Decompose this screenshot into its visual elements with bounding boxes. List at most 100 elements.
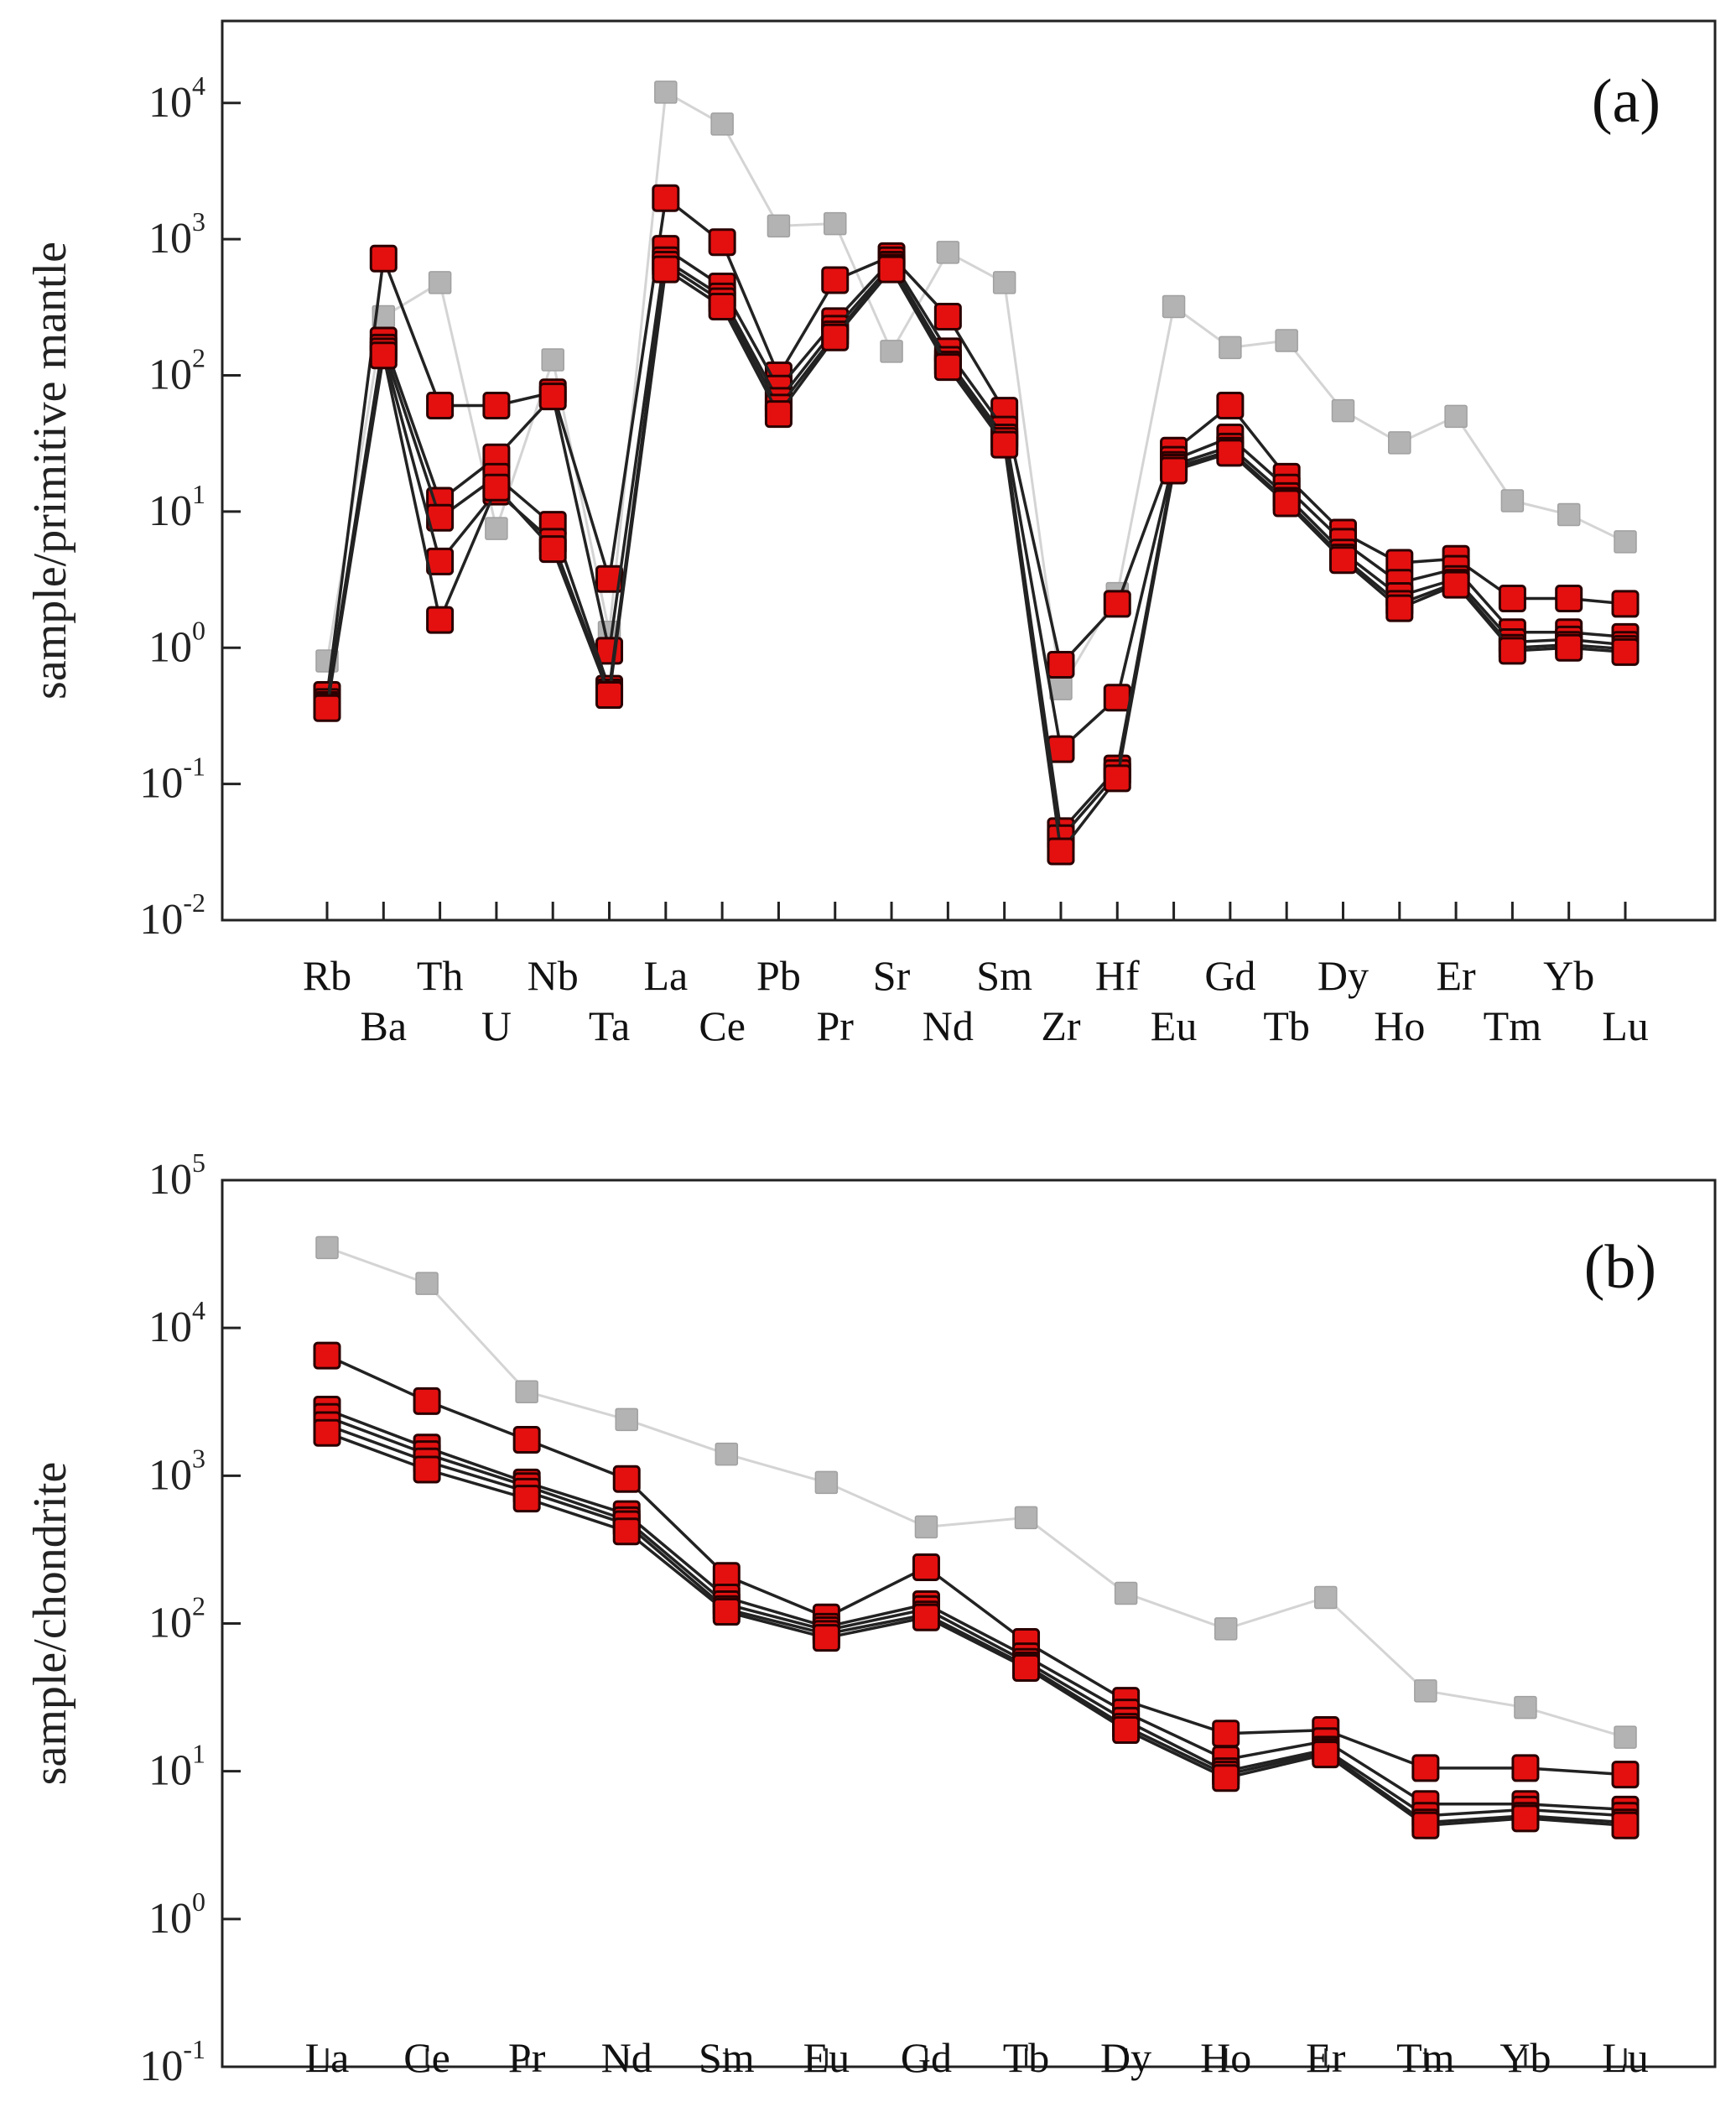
series-sample-2 bbox=[313, 235, 1640, 763]
x-tick-label-zr: Zr bbox=[1041, 1002, 1081, 1049]
data-point-yb bbox=[1557, 502, 1581, 527]
x-tick-label-dy: Dy bbox=[1318, 952, 1369, 999]
x-tick-label-nd: Nd bbox=[601, 2034, 652, 2081]
data-point-ta bbox=[595, 565, 624, 593]
x-tick-label-nd: Nd bbox=[923, 1002, 974, 1049]
series-line bbox=[325, 258, 1626, 835]
data-point-lu bbox=[1614, 1725, 1637, 1749]
data-point-tb bbox=[1012, 1654, 1041, 1683]
data-point-ho bbox=[1385, 594, 1414, 622]
data-point-hf bbox=[1103, 764, 1131, 793]
data-point-pb bbox=[764, 400, 793, 429]
data-point-pr bbox=[515, 1380, 538, 1403]
series-line bbox=[325, 195, 1626, 695]
data-point-ho bbox=[1212, 1764, 1240, 1792]
data-point-nb bbox=[538, 535, 567, 564]
data-point-nb bbox=[541, 348, 564, 372]
data-point-er bbox=[1314, 1585, 1338, 1610]
data-point-th bbox=[426, 547, 455, 575]
panel-label: (a) bbox=[1592, 67, 1661, 136]
y-tick-label: 103 bbox=[148, 206, 205, 263]
series-line bbox=[326, 1407, 1626, 1812]
series-reference bbox=[315, 1236, 1637, 1749]
data-point-eu bbox=[1162, 294, 1186, 319]
data-point-ho bbox=[1214, 1617, 1238, 1641]
y-axis-label: sample/primitive mantle bbox=[24, 242, 76, 700]
data-point-ce bbox=[710, 112, 734, 136]
x-tick-label-ba: Ba bbox=[361, 1002, 408, 1049]
data-point-hf bbox=[1103, 590, 1131, 618]
data-point-gd bbox=[1216, 439, 1245, 467]
data-point-pr bbox=[821, 266, 850, 294]
data-point-la bbox=[652, 255, 680, 284]
data-point-yb bbox=[1555, 633, 1583, 662]
x-tick-label-u: U bbox=[481, 1002, 512, 1049]
series-sample-3 bbox=[313, 246, 1640, 845]
data-point-yb bbox=[1511, 1804, 1540, 1833]
data-point-pb bbox=[767, 214, 791, 238]
data-point-tm bbox=[1498, 585, 1526, 613]
data-point-u bbox=[482, 473, 511, 502]
data-point-yb bbox=[1514, 1695, 1537, 1720]
data-point-lu bbox=[1614, 530, 1637, 554]
series-line bbox=[326, 1415, 1626, 1818]
data-point-ce bbox=[413, 1387, 441, 1415]
data-point-dy bbox=[1112, 1716, 1141, 1745]
data-point-eu bbox=[812, 1624, 840, 1652]
data-point-yb bbox=[1511, 1754, 1540, 1782]
data-point-rb bbox=[313, 694, 341, 722]
data-point-sr bbox=[880, 340, 903, 363]
x-tick-label-th: Th bbox=[417, 952, 464, 999]
x-tick-label-gd: Gd bbox=[1204, 952, 1255, 999]
data-point-gd bbox=[1219, 336, 1242, 360]
data-point-tb bbox=[1272, 489, 1301, 518]
x-tick-label-ho: Ho bbox=[1200, 2034, 1251, 2081]
x-tick-label-sm: Sm bbox=[976, 952, 1032, 999]
data-point-eu bbox=[1160, 456, 1188, 485]
series-line bbox=[325, 262, 1626, 842]
data-point-nd bbox=[936, 241, 960, 264]
x-tick-label-lu: Lu bbox=[1602, 2034, 1649, 2081]
x-tick-label-ce: Ce bbox=[699, 1002, 746, 1049]
x-tick-label-er: Er bbox=[1306, 2034, 1346, 2081]
data-point-lu bbox=[1611, 590, 1640, 618]
x-tick-label-eu: Eu bbox=[803, 2034, 850, 2081]
data-point-nd bbox=[615, 1407, 638, 1432]
x-tick-label-pr: Pr bbox=[817, 1002, 855, 1049]
x-tick-label-tm: Tm bbox=[1396, 2034, 1455, 2081]
data-point-ho bbox=[1388, 431, 1411, 455]
data-point-th bbox=[428, 271, 452, 294]
data-point-tm bbox=[1411, 1811, 1440, 1839]
y-tick-label: 104 bbox=[148, 1295, 205, 1351]
data-point-pr bbox=[512, 1485, 541, 1513]
y-tick-label: 105 bbox=[148, 1147, 205, 1204]
data-point-dy bbox=[1114, 1581, 1138, 1605]
y-tick-label: 102 bbox=[148, 343, 205, 399]
y-tick-label: 102 bbox=[148, 1591, 205, 1647]
x-tick-label-rb: Rb bbox=[303, 952, 351, 999]
data-point-zr bbox=[1047, 837, 1075, 866]
data-point-th bbox=[426, 606, 455, 634]
x-tick-label-yb: Yb bbox=[1500, 2034, 1551, 2081]
data-point-yb bbox=[1555, 585, 1583, 613]
y-tick-label: 10-1 bbox=[139, 752, 205, 808]
data-point-tm bbox=[1411, 1754, 1440, 1782]
y-tick-label: 101 bbox=[148, 479, 205, 535]
x-tick-label-nb: Nb bbox=[528, 952, 579, 999]
data-point-pr bbox=[821, 323, 850, 351]
y-axis-label: sample/chondrite bbox=[24, 1462, 76, 1786]
x-tick-label-dy: Dy bbox=[1100, 2034, 1151, 2081]
x-tick-label-la: La bbox=[643, 952, 688, 999]
data-point-la bbox=[315, 1236, 339, 1260]
x-tick-label-lu: Lu bbox=[1602, 1002, 1649, 1049]
series-line bbox=[326, 1423, 1626, 1824]
panel-label: (b) bbox=[1584, 1233, 1656, 1302]
x-tick-label-er: Er bbox=[1436, 952, 1476, 999]
x-tick-label-tm: Tm bbox=[1484, 1002, 1542, 1049]
series-line bbox=[326, 1431, 1626, 1827]
data-point-zr bbox=[1049, 677, 1073, 700]
data-point-ce bbox=[708, 228, 736, 257]
data-point-gd bbox=[1216, 392, 1245, 420]
series-sample-5 bbox=[313, 1418, 1640, 1839]
